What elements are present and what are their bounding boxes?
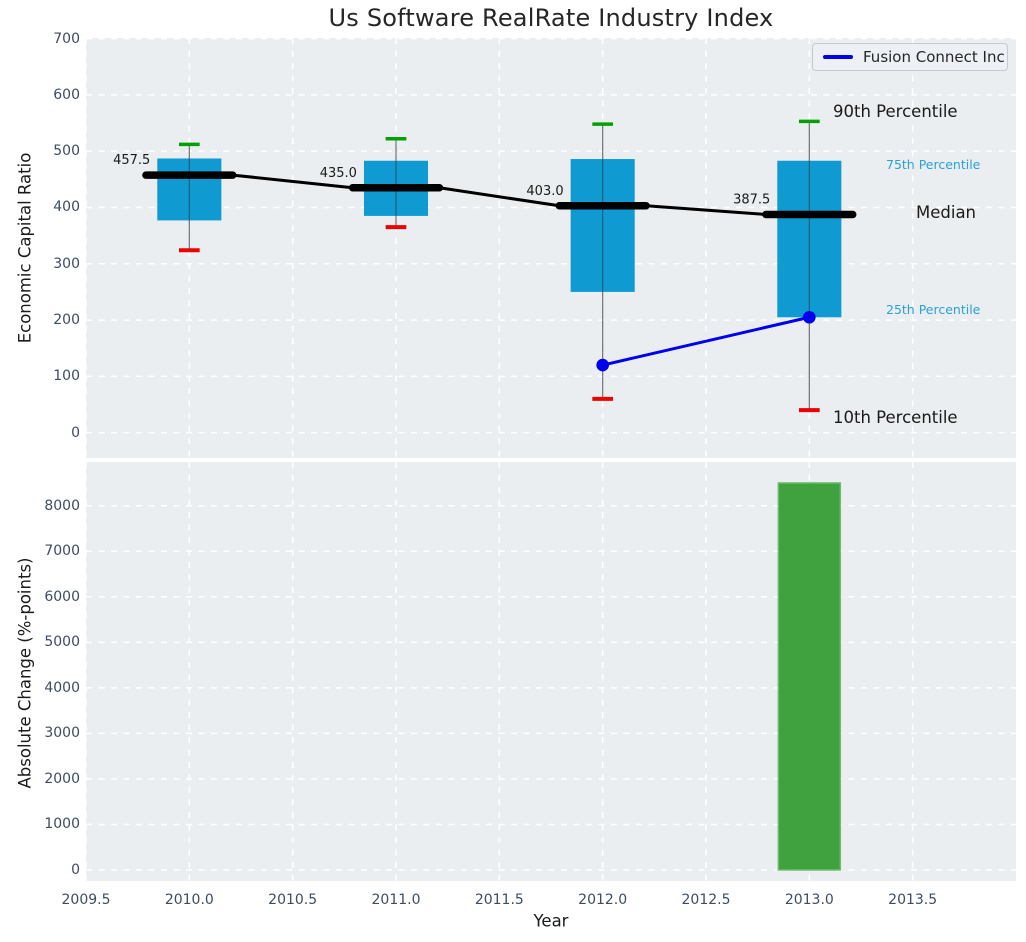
- top-y-tick-700: 700: [53, 30, 80, 47]
- x-tick-2010.5: 2010.5: [268, 892, 318, 908]
- median-connector: [231, 173, 355, 190]
- series-line-fusion-connect: [602, 315, 810, 367]
- annotation-25th-percentile: 25th Percentile: [886, 302, 981, 317]
- top-y-tick-100: 100: [53, 368, 80, 385]
- bottom-y-tick-0: 0: [71, 861, 80, 878]
- top-y-tick-200: 200: [53, 312, 80, 329]
- bottom-y-tick-1000: 1000: [44, 816, 80, 833]
- top-y-tick-500: 500: [53, 143, 80, 160]
- legend-label: Fusion Connect Inc: [863, 48, 1005, 66]
- bar-chart-svg: [86, 462, 1016, 881]
- bottom-plot-area: [86, 462, 1016, 881]
- bottom-y-tick-7000: 7000: [44, 543, 80, 560]
- bottom-y-tick-2000: 2000: [44, 770, 80, 787]
- x-tick-2010.0: 2010.0: [164, 892, 214, 908]
- median-connector: [437, 186, 561, 208]
- bar-2013: [777, 482, 842, 871]
- top-y-tick-600: 600: [53, 86, 80, 103]
- x-tick-2013.0: 2013.0: [784, 892, 834, 908]
- x-tick-2011.5: 2011.5: [474, 892, 524, 908]
- x-tick-2013.5: 2013.5: [888, 892, 938, 908]
- x-tick-2009.5: 2009.5: [61, 892, 111, 908]
- bottom-y-tick-6000: 6000: [44, 588, 80, 605]
- top-y-tick-300: 300: [53, 255, 80, 272]
- bottom-y-tick-3000: 3000: [44, 725, 80, 742]
- bottom-y-tick-5000: 5000: [44, 634, 80, 651]
- series-marker: [596, 358, 609, 372]
- median-value-label-2013: 387.5: [733, 193, 770, 208]
- x-tick-2012.5: 2012.5: [681, 892, 731, 908]
- annotation-75th-percentile: 75th Percentile: [886, 157, 981, 172]
- series-marker: [803, 310, 816, 324]
- top-plot-area: 457.5 435.0 403.0 387.5: [86, 38, 1016, 458]
- median-value-label-2010: 457.5: [113, 153, 150, 168]
- chart-title: Us Software RealRate Industry Index: [328, 4, 774, 32]
- annotation-90th-percentile: 90th Percentile: [833, 102, 958, 121]
- boxplot-svg: 457.5 435.0 403.0 387.5: [86, 38, 1016, 458]
- legend: Fusion Connect Inc: [812, 43, 1008, 71]
- top-y-tick-0: 0: [71, 424, 80, 441]
- annotation-10th-percentile: 10th Percentile: [833, 408, 958, 427]
- bottom-y-tick-4000: 4000: [44, 679, 80, 696]
- x-tick-2011.0: 2011.0: [371, 892, 421, 908]
- median-connector: [644, 204, 768, 217]
- bottom-y-tick-8000: 8000: [44, 497, 80, 514]
- annotation-median: Median: [916, 203, 977, 222]
- x-axis-label: Year: [533, 911, 569, 931]
- legend-line-swatch: [823, 55, 853, 59]
- median-value-label-2011: 435.0: [320, 166, 357, 181]
- median-value-label-2012: 403.0: [526, 184, 563, 199]
- x-tick-2012.0: 2012.0: [578, 892, 628, 908]
- top-y-tick-400: 400: [53, 199, 80, 216]
